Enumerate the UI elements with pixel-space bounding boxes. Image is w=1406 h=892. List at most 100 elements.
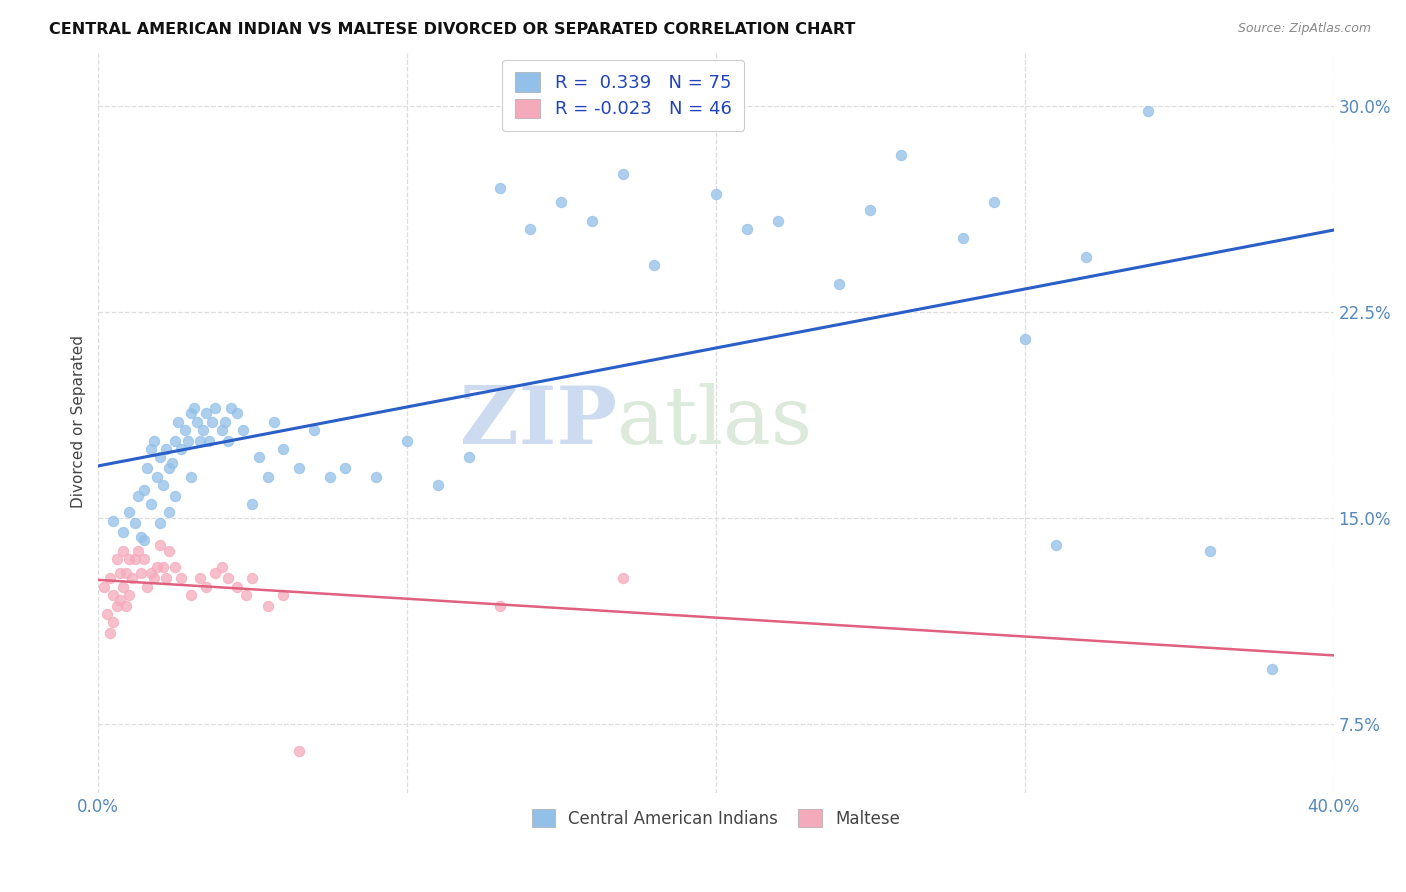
Point (643, 258, 665, 272)
Point (149, 450, 172, 465)
Point (118, 588, 141, 602)
Point (204, 401, 226, 415)
Point (247, 450, 270, 465)
Point (165, 489, 187, 503)
Point (127, 489, 149, 503)
Point (188, 571, 211, 585)
Point (129, 530, 152, 544)
Point (395, 434, 418, 448)
Point (96, 607, 118, 621)
Point (129, 566, 152, 580)
Point (103, 615, 125, 630)
Point (1199, 544, 1222, 558)
Point (134, 533, 156, 547)
Point (828, 277, 851, 292)
Point (115, 566, 138, 580)
Point (176, 434, 198, 448)
Point (93, 580, 115, 594)
Point (186, 415, 208, 429)
Point (136, 461, 159, 475)
Point (165, 560, 187, 574)
Point (180, 588, 202, 602)
Point (145, 469, 167, 483)
Point (145, 560, 167, 574)
Point (152, 478, 174, 492)
Point (612, 167, 634, 181)
Point (273, 442, 295, 457)
Point (142, 571, 165, 585)
Point (195, 580, 218, 594)
Point (165, 434, 187, 448)
Point (198, 434, 221, 448)
Point (226, 580, 249, 594)
Point (136, 580, 159, 594)
Point (1014, 332, 1036, 346)
Point (457, 450, 479, 465)
Point (426, 478, 449, 492)
Y-axis label: Divorced or Separated: Divorced or Separated (72, 335, 86, 508)
Point (191, 423, 214, 437)
Point (318, 469, 340, 483)
Point (211, 423, 233, 437)
Point (108, 566, 131, 580)
Point (111, 544, 134, 558)
Point (118, 505, 141, 519)
Point (121, 571, 143, 585)
Point (155, 442, 177, 457)
Point (242, 497, 264, 511)
Point (235, 588, 257, 602)
Text: Source: ZipAtlas.com: Source: ZipAtlas.com (1237, 22, 1371, 36)
Point (100, 626, 122, 640)
Point (157, 461, 180, 475)
Point (890, 148, 912, 162)
Point (242, 571, 264, 585)
Point (983, 194, 1005, 209)
Point (195, 406, 218, 420)
Point (170, 442, 193, 457)
Point (612, 571, 634, 585)
Point (103, 514, 125, 528)
Point (188, 434, 211, 448)
Point (288, 461, 311, 475)
Point (704, 186, 727, 201)
Point (111, 580, 134, 594)
Point (488, 181, 510, 195)
Point (333, 461, 356, 475)
Point (263, 415, 285, 429)
Point (1076, 250, 1098, 264)
Point (124, 516, 146, 531)
Point (519, 222, 541, 236)
Point (201, 415, 224, 429)
Point (134, 483, 156, 498)
Point (160, 456, 183, 470)
Point (183, 401, 205, 415)
Point (180, 469, 202, 483)
Point (735, 222, 758, 236)
Point (100, 571, 122, 585)
Point (217, 571, 239, 585)
Point (766, 214, 789, 228)
Point (304, 423, 326, 437)
Point (364, 469, 387, 483)
Point (149, 516, 172, 531)
Point (152, 560, 174, 574)
Point (204, 566, 226, 580)
Point (1137, 104, 1160, 119)
Point (157, 505, 180, 519)
Point (124, 552, 146, 566)
Point (550, 194, 572, 209)
Point (170, 571, 193, 585)
Point (214, 415, 236, 429)
Point (139, 442, 162, 457)
Point (273, 588, 295, 602)
Point (139, 566, 162, 580)
Point (173, 423, 195, 437)
Point (232, 423, 254, 437)
Point (226, 406, 249, 420)
Text: CENTRAL AMERICAN INDIAN VS MALTESE DIVORCED OR SEPARATED CORRELATION CHART: CENTRAL AMERICAN INDIAN VS MALTESE DIVOR… (49, 22, 856, 37)
Point (211, 560, 233, 574)
Point (149, 538, 172, 552)
Point (1045, 538, 1067, 552)
Point (217, 434, 239, 448)
Point (115, 599, 138, 613)
